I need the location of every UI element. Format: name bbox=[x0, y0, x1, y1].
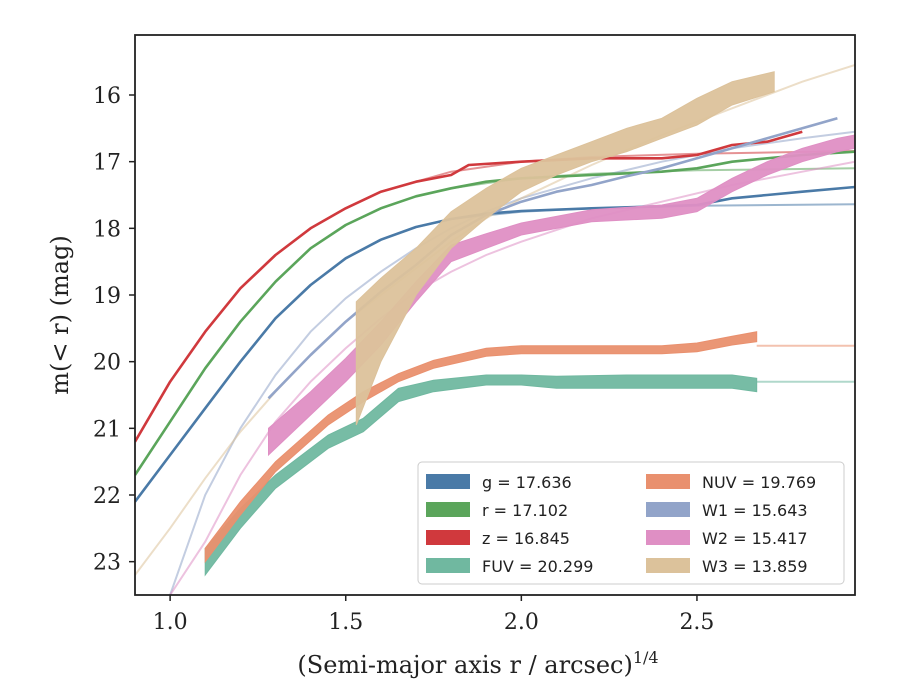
legend-swatch-g- bbox=[426, 474, 470, 489]
legend-label: z = 16.845 bbox=[482, 529, 570, 548]
x-tick-label: 1.5 bbox=[328, 610, 363, 635]
legend-label: g = 17.636 bbox=[482, 473, 572, 492]
x-axis-label-sup: 1/4 bbox=[633, 648, 659, 667]
y-tick-label: 22 bbox=[93, 484, 121, 509]
y-tick-label: 20 bbox=[93, 351, 121, 376]
y-tick-label: 19 bbox=[93, 284, 121, 309]
y-tick-label: 17 bbox=[93, 151, 121, 176]
legend-label: W2 = 15.417 bbox=[702, 529, 808, 548]
legend-swatch-r- bbox=[426, 502, 470, 517]
x-tick-label: 2.5 bbox=[679, 610, 714, 635]
legend-swatch-z- bbox=[426, 530, 470, 545]
band-nuv bbox=[204, 331, 758, 564]
legend-label: NUV = 19.769 bbox=[702, 473, 816, 492]
band-fuv bbox=[204, 374, 758, 577]
legend: g = 17.636 r = 17.102 z = 16.845 FUV = 20.2… bbox=[417, 461, 845, 585]
legend-label: r = 17.102 bbox=[482, 501, 568, 520]
x-axis-ticks: 1.0 1.5 2.0 2.5 bbox=[153, 595, 714, 635]
line-r bbox=[135, 150, 855, 476]
legend-label: FUV = 20.299 bbox=[482, 557, 593, 576]
band-w3 bbox=[355, 71, 775, 426]
legend-label: W1 = 15.643 bbox=[702, 501, 808, 520]
x-axis-label-main: (Semi-major axis r / arcsec) bbox=[297, 651, 632, 679]
y-tick-label: 18 bbox=[93, 217, 121, 242]
y-axis-label: m(< r) (mag) bbox=[46, 235, 74, 394]
y-tick-label: 16 bbox=[93, 84, 121, 109]
legend-swatch-fuv- bbox=[426, 558, 470, 573]
data-series bbox=[135, 71, 855, 577]
y-tick-label: 21 bbox=[93, 417, 121, 442]
x-tick-label: 2.0 bbox=[504, 610, 539, 635]
legend-swatch-w2- bbox=[646, 530, 690, 545]
band-w2 bbox=[268, 134, 855, 457]
legend-swatch-w1- bbox=[646, 502, 690, 517]
x-tick-label: 1.0 bbox=[153, 610, 188, 635]
y-axis-ticks: 16 17 18 19 20 21 22 23 bbox=[93, 84, 135, 576]
line-z bbox=[135, 130, 803, 443]
legend-box bbox=[417, 461, 845, 585]
x-axis-label: (Semi-major axis r / arcsec)1/4 bbox=[297, 648, 658, 679]
plot-frame bbox=[134, 34, 856, 596]
legend-label: W3 = 13.859 bbox=[702, 557, 808, 576]
legend-swatch-nuv- bbox=[646, 474, 690, 489]
y-tick-label: 23 bbox=[93, 551, 121, 576]
legend-swatch-w3- bbox=[646, 558, 690, 573]
